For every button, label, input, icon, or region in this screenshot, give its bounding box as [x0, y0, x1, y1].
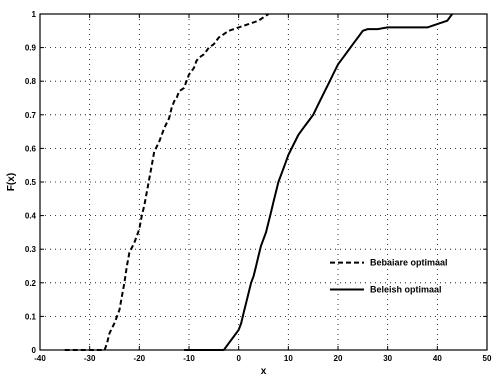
y-tick-label: 0.6	[25, 144, 37, 153]
legend-label-beleish: Beleish optimaal	[370, 285, 442, 295]
x-tick-label: -40	[34, 354, 46, 363]
y-tick-label: 0.3	[25, 245, 37, 254]
y-tick-label: 0.2	[25, 279, 37, 288]
series-layer	[64, 13, 454, 351]
legend: Bebaiare optimaal Beleish optimaal	[330, 258, 448, 295]
x-tick-label: 40	[433, 354, 442, 363]
x-tick-label: 10	[284, 354, 293, 363]
y-tick-label: 0.7	[25, 111, 37, 120]
y-tick-label: 0.5	[25, 178, 37, 187]
x-tick-label: 50	[483, 354, 492, 363]
plot-frame	[39, 13, 488, 351]
y-tick-label: 0.9	[25, 44, 37, 53]
x-axis-label: x	[261, 366, 267, 377]
series-line-1	[184, 13, 454, 351]
x-tick-label: 20	[334, 354, 343, 363]
y-tick-label: 1	[32, 10, 37, 19]
y-tick-label: 0	[32, 346, 37, 355]
x-tick-label: 0	[236, 354, 241, 363]
x-tick-label: -20	[134, 354, 146, 363]
x-tick-label: 30	[383, 354, 392, 363]
x-tick-label: -10	[183, 354, 195, 363]
x-axis-ticks: -40 -30 -20 -10 0 10 20 30 40 50	[34, 14, 492, 363]
series-line-0	[64, 13, 270, 351]
y-axis-ticks: 0 0.1 0.2 0.3 0.4 0.5 0.6 0.7 0.8 0.9 1	[25, 10, 487, 355]
y-tick-label: 0.1	[25, 312, 37, 321]
x-tick-label: -30	[84, 354, 96, 363]
legend-label-bebaiare: Bebaiare optimaal	[370, 258, 448, 268]
y-tick-label: 0.8	[25, 77, 37, 86]
y-axis-label: F(x)	[6, 173, 17, 191]
grid	[40, 14, 487, 350]
y-tick-label: 0.4	[25, 212, 37, 221]
